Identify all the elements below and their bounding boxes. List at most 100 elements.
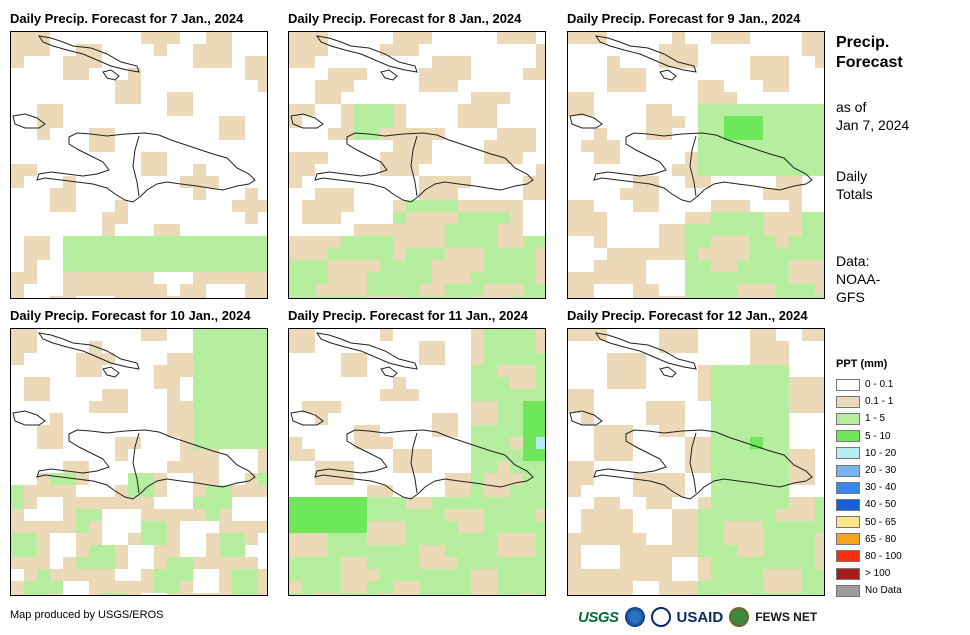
precip-cell xyxy=(315,260,328,272)
precip-cell xyxy=(484,401,497,413)
precip-cell xyxy=(776,272,789,284)
precip-cell xyxy=(711,248,724,260)
precip-cell xyxy=(523,461,536,473)
precip-cell xyxy=(698,569,711,581)
precip-cell xyxy=(497,593,510,595)
precip-cell xyxy=(50,413,63,425)
precip-cell xyxy=(354,509,367,521)
precip-cell xyxy=(802,164,815,176)
precip-cell xyxy=(315,272,328,284)
precip-cell xyxy=(633,569,646,581)
precip-cell xyxy=(776,236,789,248)
precip-cell xyxy=(568,485,581,497)
precip-cell xyxy=(219,437,232,449)
precip-cell xyxy=(419,497,432,509)
precip-cell xyxy=(802,461,815,473)
precip-cell xyxy=(128,593,141,595)
precip-cell xyxy=(219,425,232,437)
precip-cell xyxy=(685,341,698,353)
island-coastline xyxy=(12,113,46,129)
precip-cell xyxy=(581,569,594,581)
precip-cell xyxy=(302,260,315,272)
precip-cell xyxy=(380,116,393,128)
precip-cell xyxy=(471,473,484,485)
precip-cell xyxy=(594,272,607,284)
precip-cell xyxy=(484,296,497,298)
precip-cell xyxy=(115,236,128,248)
precip-cell xyxy=(685,521,698,533)
precip-cell xyxy=(419,557,432,569)
precip-cell xyxy=(76,260,89,272)
precip-cell xyxy=(341,68,354,80)
precip-cell xyxy=(510,329,523,341)
precip-cell xyxy=(37,44,50,56)
precip-cell xyxy=(232,365,245,377)
precip-cell xyxy=(432,224,445,236)
precip-cell xyxy=(724,236,737,248)
forecast-map-5 xyxy=(288,328,546,596)
legend-title: PPT (mm) xyxy=(836,358,888,370)
precip-cell xyxy=(167,521,180,533)
precip-cell xyxy=(750,353,763,365)
precip-cell xyxy=(497,296,510,298)
precip-cell xyxy=(180,557,193,569)
precip-cell xyxy=(154,224,167,236)
precip-cell xyxy=(89,260,102,272)
precip-cell xyxy=(354,236,367,248)
precip-cell xyxy=(458,296,471,298)
precip-cell xyxy=(258,236,267,248)
precip-cell xyxy=(232,401,245,413)
precip-cell xyxy=(802,104,815,116)
precip-cell xyxy=(471,545,484,557)
precip-cell xyxy=(393,236,406,248)
precip-cell xyxy=(302,200,315,212)
precip-cell xyxy=(750,389,763,401)
precip-cell xyxy=(776,296,789,298)
precip-cell xyxy=(115,260,128,272)
precip-cell xyxy=(698,284,711,296)
precip-cell xyxy=(750,545,763,557)
precip-cell xyxy=(776,497,789,509)
precip-cell xyxy=(484,329,497,341)
precip-cell xyxy=(776,212,789,224)
precip-cell xyxy=(607,425,620,437)
precip-cell xyxy=(484,521,497,533)
precip-cell xyxy=(484,437,497,449)
precip-cell xyxy=(154,569,167,581)
precip-cell xyxy=(341,557,354,569)
precip-cell xyxy=(128,485,141,497)
precip-cell xyxy=(776,365,789,377)
precip-cell xyxy=(523,533,536,545)
precip-cell xyxy=(445,497,458,509)
precip-cell xyxy=(536,188,545,200)
precip-cell xyxy=(789,224,802,236)
precip-cell xyxy=(11,176,24,188)
precip-cell xyxy=(341,497,354,509)
precip-cell xyxy=(789,212,802,224)
precip-cell xyxy=(380,329,393,341)
precip-cell xyxy=(497,497,510,509)
precip-cell xyxy=(232,569,245,581)
precip-cell xyxy=(167,92,180,104)
precip-cell xyxy=(289,272,302,284)
precip-cell xyxy=(802,272,815,284)
precip-cell xyxy=(419,152,432,164)
precip-cell xyxy=(76,68,89,80)
precip-cell xyxy=(341,260,354,272)
usaid-seal-icon xyxy=(650,607,671,627)
precip-cell xyxy=(672,32,685,44)
precip-cell xyxy=(302,521,315,533)
precip-cell xyxy=(776,80,789,92)
precip-cell xyxy=(419,128,432,140)
precip-cell xyxy=(737,296,750,298)
precip-cell xyxy=(206,413,219,425)
usaid-logo: USAID xyxy=(676,608,724,626)
precip-cell xyxy=(245,56,258,68)
precip-cell xyxy=(789,569,802,581)
precip-cell xyxy=(802,140,815,152)
precip-cell xyxy=(445,473,458,485)
precip-cell xyxy=(50,188,63,200)
precip-cell xyxy=(50,569,63,581)
precip-cell xyxy=(536,389,545,401)
haiti-dr-border xyxy=(132,432,140,494)
